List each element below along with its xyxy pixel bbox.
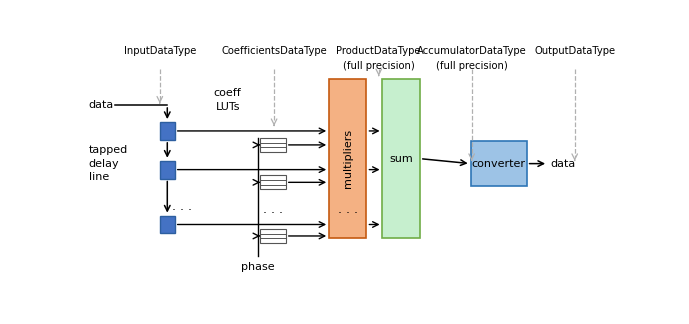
Bar (260, 176, 286, 189)
Text: multipliers: multipliers (342, 129, 353, 188)
Bar (160, 161, 175, 179)
Text: tapped
delay
line: tapped delay line (89, 145, 128, 182)
Bar (382, 79, 420, 238)
Bar (260, 229, 286, 243)
Text: AccumulatorDataType: AccumulatorDataType (417, 46, 526, 56)
Text: phase: phase (241, 262, 275, 272)
Text: sum: sum (389, 154, 413, 164)
Bar (471, 141, 526, 186)
Text: . . .: . . . (172, 200, 192, 213)
Text: coeff
LUTs: coeff LUTs (214, 88, 242, 111)
Text: (full precision): (full precision) (343, 61, 415, 71)
Text: data: data (89, 100, 114, 110)
Text: converter: converter (472, 159, 526, 168)
Text: InputDataType: InputDataType (123, 46, 196, 56)
Text: OutputDataType: OutputDataType (534, 46, 615, 56)
Text: . . .: . . . (338, 203, 358, 216)
Text: data: data (551, 159, 576, 168)
Bar (260, 138, 286, 152)
Text: . . .: . . . (263, 203, 283, 216)
Bar (329, 79, 367, 238)
Text: CoefficientsDataType: CoefficientsDataType (221, 46, 327, 56)
Text: ProductDataType: ProductDataType (336, 46, 421, 56)
Bar (160, 215, 175, 234)
Bar (160, 122, 175, 140)
Text: (full precision): (full precision) (435, 61, 508, 71)
